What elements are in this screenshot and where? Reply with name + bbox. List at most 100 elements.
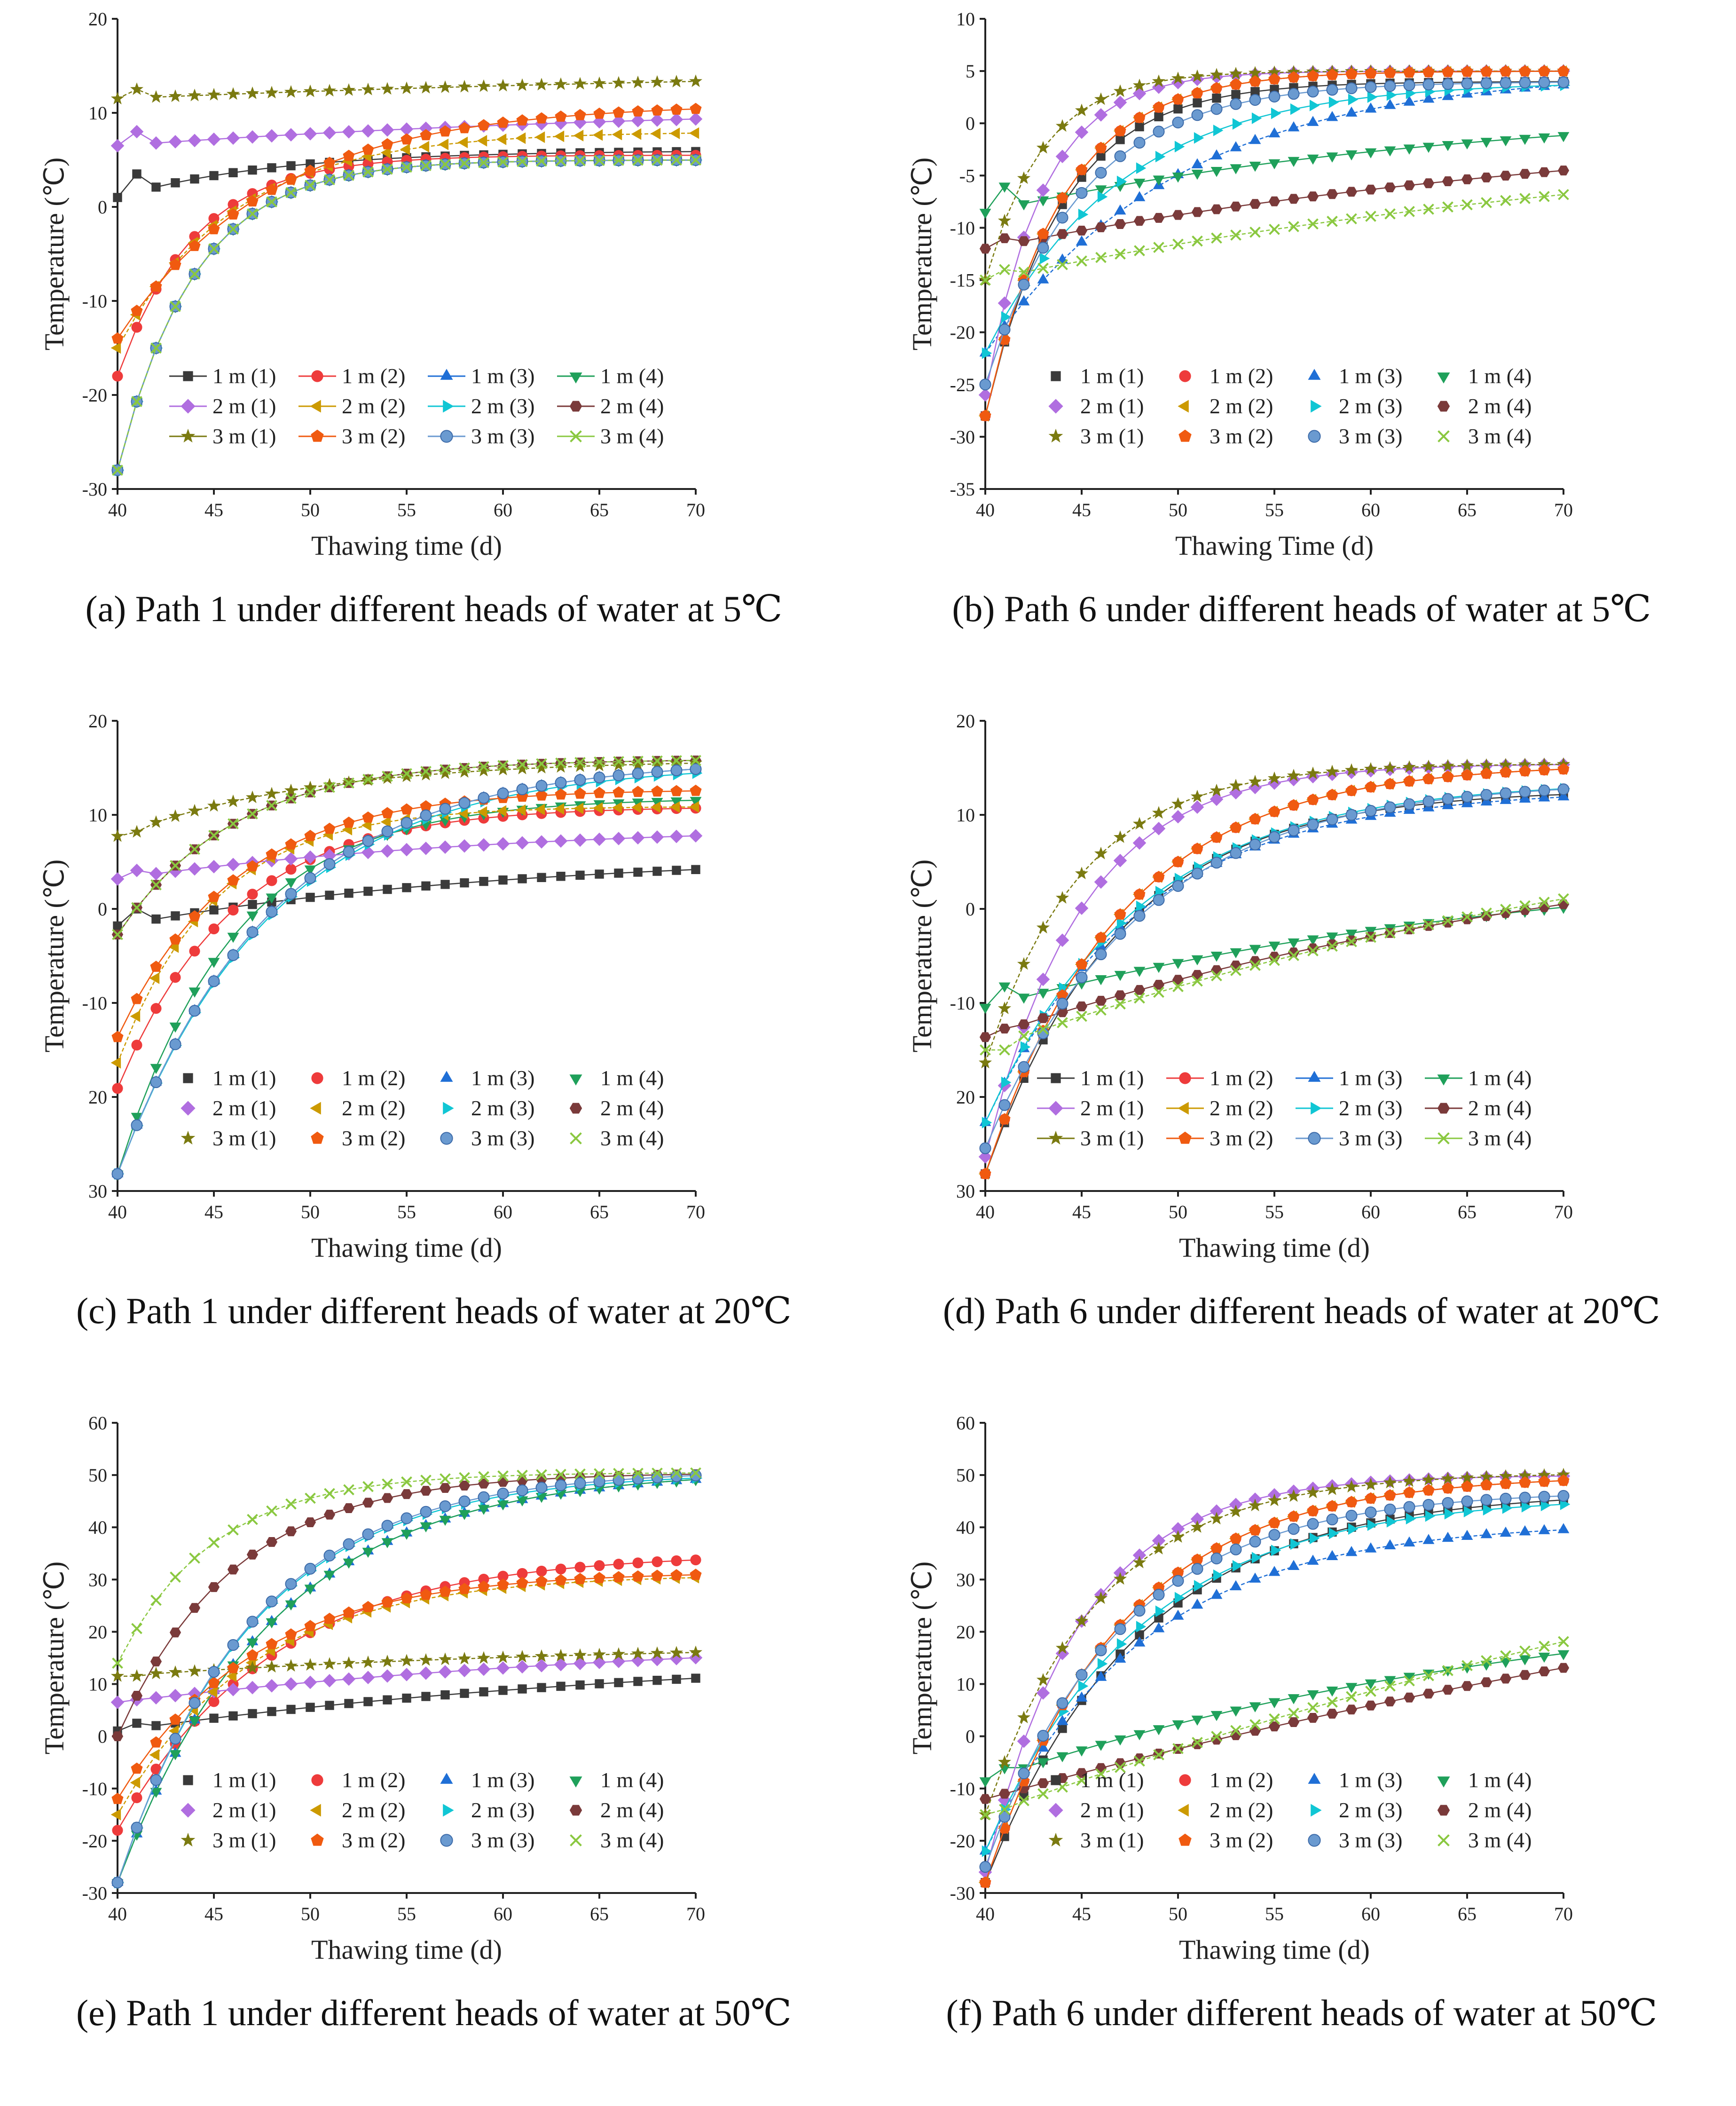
y-tick-label: -30 <box>82 479 107 500</box>
data-point <box>1346 213 1357 225</box>
data-point <box>228 1711 238 1721</box>
data-point <box>110 1669 125 1682</box>
data-point <box>419 842 433 855</box>
data-point <box>110 1808 121 1821</box>
data-point <box>1444 1507 1455 1520</box>
data-point <box>400 81 414 95</box>
legend: 1 m (1) 1 m (2) 1 m (3) 1 m (4)2 m (1) 2 m (… <box>169 364 664 448</box>
data-point <box>1036 972 1050 986</box>
data-point <box>1134 992 1145 1004</box>
data-point <box>650 1646 664 1659</box>
data-point <box>1345 106 1358 117</box>
legend-marker <box>181 428 196 443</box>
x-tick-label: 65 <box>1458 1903 1477 1925</box>
data-point <box>458 122 471 134</box>
data-point <box>1232 1560 1243 1572</box>
data-point <box>1384 1539 1396 1549</box>
data-point <box>536 758 547 770</box>
data-point <box>1307 943 1319 954</box>
legend-label: 1 m (2) <box>1210 1768 1273 1792</box>
data-point <box>286 161 296 171</box>
data-point <box>1461 1660 1473 1672</box>
data-point <box>1155 1605 1166 1617</box>
data-point <box>325 1701 334 1710</box>
x-tick-label: 45 <box>1072 499 1091 521</box>
data-point <box>1133 967 1146 977</box>
y-tick-label: 20 <box>88 1621 107 1642</box>
data-point <box>612 802 622 814</box>
data-point <box>1193 98 1202 108</box>
data-point <box>285 1600 297 1611</box>
legend-marker <box>311 1774 323 1786</box>
data-point <box>1190 1520 1204 1533</box>
data-point <box>1500 77 1512 89</box>
data-point <box>208 923 220 935</box>
data-point <box>1460 758 1474 772</box>
data-point <box>1460 1471 1474 1483</box>
data-point <box>477 1662 491 1676</box>
legend-marker <box>181 399 196 414</box>
data-point <box>574 757 586 768</box>
data-point <box>1268 831 1280 843</box>
data-point <box>419 768 433 781</box>
data-point <box>1174 141 1185 153</box>
data-point <box>1230 98 1242 110</box>
data-point <box>998 1811 1011 1823</box>
data-point <box>1076 1768 1088 1778</box>
data-point <box>1442 141 1454 151</box>
data-point <box>1500 1526 1512 1537</box>
data-point <box>982 1117 992 1128</box>
data-point <box>1018 1019 1030 1029</box>
data-point <box>1248 774 1262 788</box>
data-point <box>1348 94 1359 105</box>
data-point <box>1055 933 1069 947</box>
data-point <box>632 1570 644 1582</box>
data-point <box>1422 1473 1436 1486</box>
data-point <box>1076 1691 1088 1702</box>
data-point <box>496 134 507 145</box>
data-point <box>457 807 468 820</box>
data-point <box>266 848 278 860</box>
data-point <box>632 1557 644 1569</box>
data-point <box>651 1570 663 1581</box>
data-point <box>1017 1734 1031 1748</box>
data-point <box>380 844 394 858</box>
legend: 1 m (1) 1 m (2) 1 m (3) 1 m (4)2 m (1) 2 m (… <box>1048 1768 1532 1852</box>
data-point <box>169 1713 181 1725</box>
data-point <box>362 835 374 847</box>
data-point <box>517 1568 528 1579</box>
data-point <box>1403 79 1415 91</box>
data-point <box>1288 1707 1299 1719</box>
data-point <box>343 816 355 828</box>
x-tick-label: 40 <box>976 499 995 521</box>
data-point <box>1172 238 1184 250</box>
data-point <box>1191 87 1203 98</box>
data-point <box>478 1491 490 1503</box>
data-point <box>457 1652 471 1664</box>
data-point <box>670 1569 683 1580</box>
data-point <box>1500 171 1512 181</box>
data-point <box>149 972 160 984</box>
data-point <box>208 1696 220 1707</box>
data-point <box>574 1468 586 1480</box>
data-point <box>266 196 277 208</box>
data-point <box>594 155 605 166</box>
series-1-m-4- <box>979 1650 1570 1788</box>
data-point <box>1344 763 1359 776</box>
y-axis-title: Temperature (℃) <box>39 158 70 350</box>
x-tick-label: 60 <box>1361 1903 1380 1925</box>
data-point <box>1056 997 1068 1010</box>
data-point <box>1422 795 1435 807</box>
data-point <box>1036 921 1050 934</box>
data-point <box>1365 1686 1376 1697</box>
data-point <box>1307 935 1319 946</box>
data-point <box>515 132 526 144</box>
data-point <box>342 1672 356 1686</box>
legend-label: 3 m (2) <box>342 424 405 448</box>
data-point <box>1386 89 1397 101</box>
data-point <box>285 864 297 875</box>
data-point <box>111 332 124 344</box>
data-point <box>1326 189 1338 199</box>
data-point <box>381 1538 393 1548</box>
data-point <box>1558 1636 1569 1648</box>
